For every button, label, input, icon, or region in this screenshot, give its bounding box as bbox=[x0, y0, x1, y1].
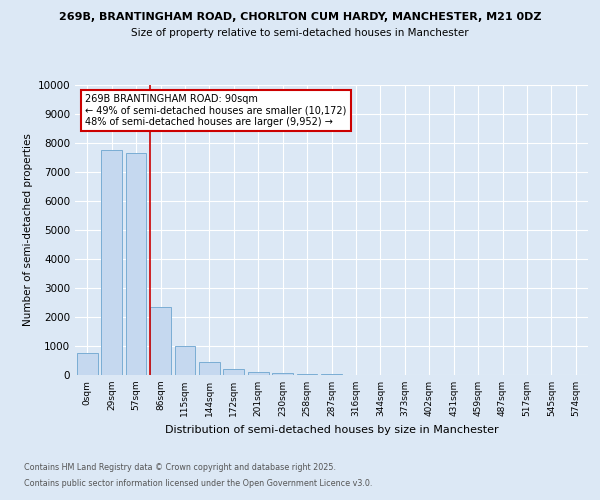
Y-axis label: Number of semi-detached properties: Number of semi-detached properties bbox=[23, 134, 34, 326]
Text: 269B, BRANTINGHAM ROAD, CHORLTON CUM HARDY, MANCHESTER, M21 0DZ: 269B, BRANTINGHAM ROAD, CHORLTON CUM HAR… bbox=[59, 12, 541, 22]
Bar bbox=[199, 362, 220, 375]
Bar bbox=[175, 346, 196, 375]
Text: Contains HM Land Registry data © Crown copyright and database right 2025.: Contains HM Land Registry data © Crown c… bbox=[24, 464, 336, 472]
Bar bbox=[248, 372, 269, 375]
Bar bbox=[77, 353, 98, 375]
Text: Contains public sector information licensed under the Open Government Licence v3: Contains public sector information licen… bbox=[24, 478, 373, 488]
Text: 269B BRANTINGHAM ROAD: 90sqm
← 49% of semi-detached houses are smaller (10,172)
: 269B BRANTINGHAM ROAD: 90sqm ← 49% of se… bbox=[85, 94, 347, 127]
Bar bbox=[296, 374, 317, 375]
Text: Size of property relative to semi-detached houses in Manchester: Size of property relative to semi-detach… bbox=[131, 28, 469, 38]
Bar bbox=[101, 150, 122, 375]
Bar bbox=[150, 307, 171, 375]
Bar bbox=[321, 374, 342, 375]
X-axis label: Distribution of semi-detached houses by size in Manchester: Distribution of semi-detached houses by … bbox=[164, 424, 499, 434]
Bar bbox=[125, 153, 146, 375]
Bar bbox=[223, 369, 244, 375]
Bar bbox=[272, 372, 293, 375]
